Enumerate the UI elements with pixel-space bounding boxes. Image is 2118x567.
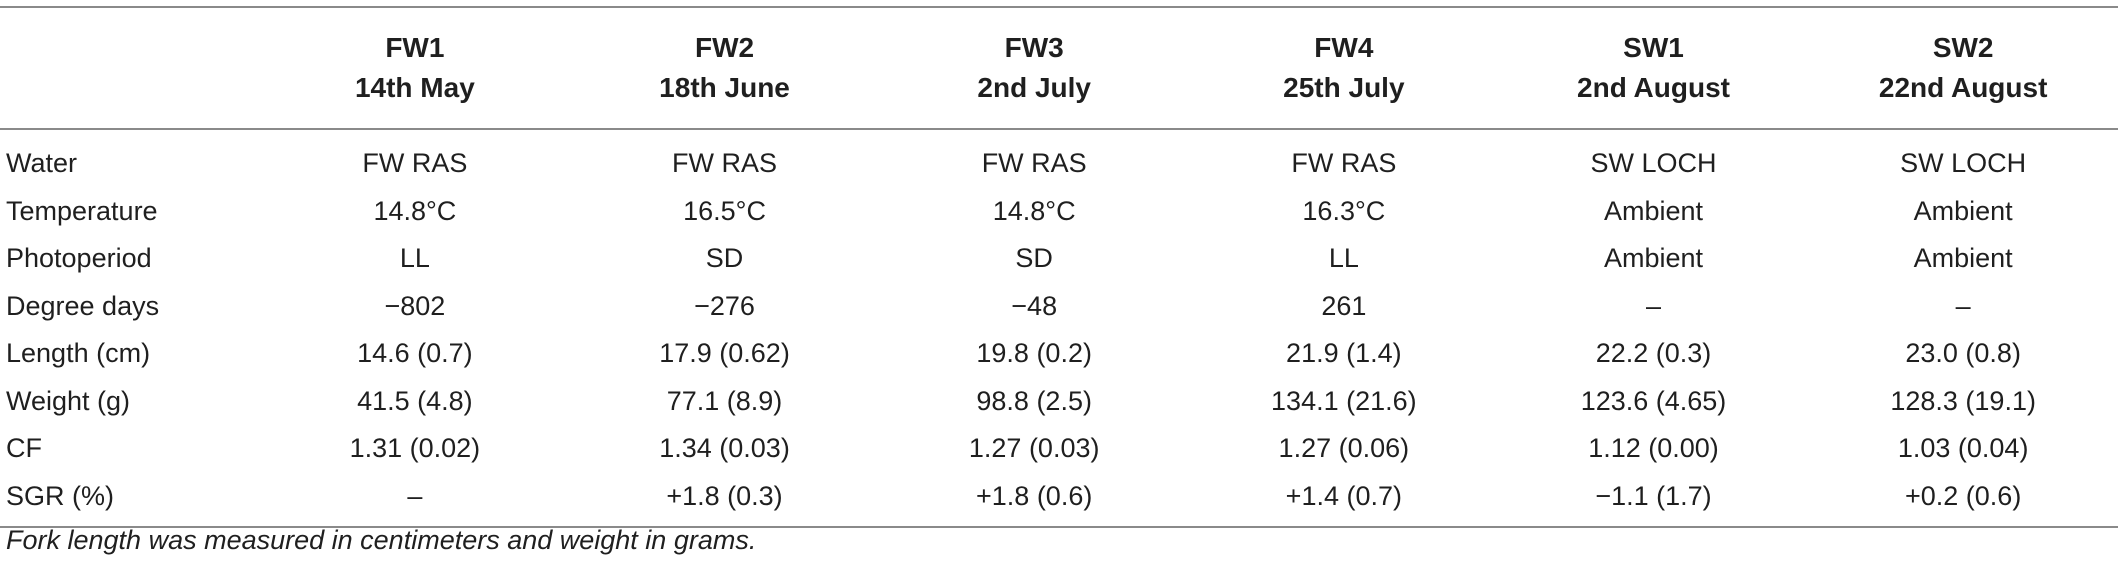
column-header-id: FW2 (694, 32, 755, 63)
row-label: Length (cm) (6, 338, 151, 369)
table-cell: LL (399, 243, 430, 274)
table-cell: 19.8 (0.2) (976, 338, 1092, 369)
table-cell: +1.8 (0.3) (666, 480, 783, 511)
table-cell: FW RAS (672, 148, 778, 179)
row-label: Photoperiod (6, 243, 152, 274)
table-row: Water FW RAS FW RAS FW RAS FW RAS SW LOCH SW L… (0, 130, 2118, 188)
table-cell: – (1645, 290, 1662, 321)
row-label: Temperature (6, 195, 158, 226)
table-cell: FW RAS (981, 148, 1087, 179)
table-row: Weight (g) 41.5 (4.8) 77.1 (8.9) 98.8 (2.5)… (0, 378, 2118, 426)
row-label: Weight (g) (6, 385, 131, 416)
table-cell: – (1955, 290, 1971, 321)
table-cell: +0.2 (0.6) (1905, 480, 2022, 511)
table-cell: 22.2 (0.3) (1595, 338, 1712, 369)
data-table-container: FW1 FW2 FW3 FW4 SW1 SW2 14th May 18th Ju… (0, 6, 2118, 528)
table-cell: 1.03 (0.04) (1897, 433, 2029, 464)
column-header-date: 22nd August (1878, 72, 2048, 103)
column-header-date: 2nd August (1577, 72, 1730, 103)
table-row: Photoperiod LL SD SD LL Ambient Ambient (0, 235, 2118, 283)
table-cell: LL (1328, 243, 1359, 274)
row-label: CF (6, 433, 42, 464)
column-header-id: FW1 (385, 32, 445, 63)
table-cell: −276 (694, 290, 755, 321)
table-cell: 23.0 (0.8) (1905, 338, 2021, 369)
header-corner-cell (0, 68, 260, 128)
table-cell: SW LOCH (1900, 148, 2027, 179)
table-top-rule (0, 6, 2118, 8)
table-row: CF 1.31 (0.02) 1.34 (0.03) 1.27 (0.03) 1.27 … (0, 425, 2118, 473)
table-cell: 261 (1321, 290, 1367, 321)
table-cell: Ambient (1913, 195, 2013, 226)
table-cell: SD (1015, 243, 1053, 274)
table-row: Degree days −802 −276 −48 261 – – (0, 283, 2118, 331)
table-cell: 16.3°C (1302, 195, 1386, 226)
table-cell: 134.1 (21.6) (1271, 385, 1417, 416)
table-cell: 1.31 (0.02) (349, 433, 481, 464)
table-cell: SD (705, 243, 744, 274)
table-bottom-rule (0, 526, 2118, 528)
table-cell: 14.6 (0.7) (357, 338, 473, 369)
column-header-id: FW4 (1314, 32, 1374, 63)
data-table: FW1 FW2 FW3 FW4 SW1 SW2 14th May 18th Ju… (0, 8, 2118, 128)
table-cell: 98.8 (2.5) (976, 385, 1092, 416)
row-label: SGR (%) (6, 480, 114, 511)
table-cell: −48 (1011, 290, 1058, 321)
column-header-date: 18th June (659, 72, 790, 103)
table-header: FW1 FW2 FW3 FW4 SW1 SW2 14th May 18th Ju… (0, 8, 2118, 128)
table-cell: −1.1 (1.7) (1595, 480, 1712, 511)
column-header-date: 14th May (354, 72, 475, 103)
table-cell: −802 (384, 290, 446, 321)
column-header-date: 2nd July (977, 72, 1091, 103)
table-cell: +1.4 (0.7) (1285, 480, 1402, 511)
table-cell: 77.1 (8.9) (666, 385, 783, 416)
table-cell: 16.5°C (683, 195, 766, 226)
row-label: Water (6, 148, 78, 179)
table-footnote: Fork length was measured in centimeters … (6, 525, 757, 555)
table-cell: 1.27 (0.06) (1278, 433, 1410, 464)
header-corner-cell (0, 8, 260, 68)
table-cell: 1.34 (0.03) (659, 433, 790, 464)
table-cell: SW LOCH (1590, 148, 1717, 179)
column-header-id: SW2 (1932, 32, 1994, 63)
column-header-id: FW3 (1004, 32, 1064, 63)
table-body: Water FW RAS FW RAS FW RAS FW RAS SW LOCH SW L… (0, 130, 2118, 526)
row-label: Degree days (6, 290, 160, 321)
table-cell: 21.9 (1.4) (1286, 338, 1402, 369)
column-header-id: SW1 (1623, 32, 1684, 63)
table-cell: 41.5 (4.8) (357, 385, 473, 416)
table-cell: Ambient (1913, 243, 2013, 274)
table-cell: 17.9 (0.62) (659, 338, 790, 369)
table-cell: 128.3 (19.1) (1890, 385, 2036, 416)
table-cell: 14.8°C (373, 195, 457, 226)
table-cell: – (407, 480, 423, 511)
table-row: Length (cm) 14.6 (0.7) 17.9 (0.62) 19.8 (0.… (0, 330, 2118, 378)
table-cell: FW RAS (1291, 148, 1397, 179)
table-cell: FW RAS (362, 148, 468, 179)
table-cell: 123.6 (4.65) (1580, 385, 1727, 416)
table-row: SGR (%) – +1.8 (0.3) +1.8 (0.6) +1.4 (0.7) −1… (0, 473, 2118, 527)
table-cell: 1.27 (0.03) (968, 433, 1100, 464)
column-header-date: 25th July (1283, 72, 1405, 103)
table-cell: 1.12 (0.00) (1588, 433, 1719, 464)
table-cell: Ambient (1603, 243, 1704, 274)
table-cell: +1.8 (0.6) (976, 480, 1093, 511)
table-cell: 14.8°C (992, 195, 1076, 226)
table-row: Temperature 14.8°C 16.5°C 14.8°C 16.3°C Ambie… (0, 188, 2118, 236)
data-table-body: Water FW RAS FW RAS FW RAS FW RAS SW LOCH SW L… (0, 130, 2118, 526)
table-header-rule (0, 128, 2118, 130)
table-cell: Ambient (1603, 195, 1704, 226)
